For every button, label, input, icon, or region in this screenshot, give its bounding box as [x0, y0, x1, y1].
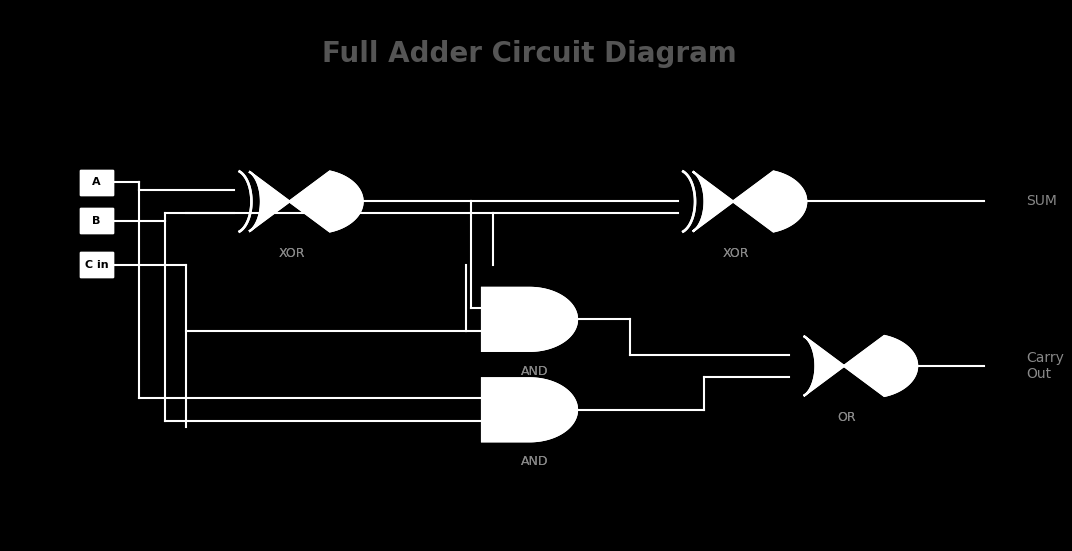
FancyBboxPatch shape	[79, 170, 114, 195]
FancyBboxPatch shape	[79, 208, 114, 233]
Text: B: B	[92, 215, 101, 226]
Polygon shape	[693, 171, 806, 231]
Text: OR: OR	[837, 411, 855, 424]
Polygon shape	[249, 171, 362, 231]
FancyBboxPatch shape	[79, 252, 114, 277]
Text: XOR: XOR	[279, 247, 306, 260]
Text: C in: C in	[85, 260, 108, 269]
Text: OR: OR	[837, 411, 855, 424]
Polygon shape	[482, 288, 577, 351]
Polygon shape	[482, 379, 577, 441]
Polygon shape	[249, 171, 362, 231]
Text: AND: AND	[521, 365, 549, 377]
Polygon shape	[693, 171, 806, 231]
Text: AND: AND	[521, 365, 549, 377]
Text: B: B	[92, 215, 101, 226]
Text: AND: AND	[521, 455, 549, 468]
Text: SUM: SUM	[1026, 195, 1057, 208]
Text: XOR: XOR	[279, 247, 306, 260]
Polygon shape	[804, 336, 918, 396]
FancyBboxPatch shape	[79, 208, 114, 233]
Text: A: A	[92, 177, 101, 187]
Text: XOR: XOR	[723, 247, 748, 260]
FancyBboxPatch shape	[79, 170, 114, 195]
Polygon shape	[482, 288, 577, 351]
Text: C in: C in	[85, 260, 108, 269]
Text: XOR: XOR	[723, 247, 748, 260]
Text: Full Adder Circuit Diagram: Full Adder Circuit Diagram	[323, 40, 736, 68]
Text: AND: AND	[521, 455, 549, 468]
Polygon shape	[804, 336, 918, 396]
Text: Carry
Out: Carry Out	[1026, 351, 1063, 381]
Polygon shape	[482, 379, 577, 441]
Text: A: A	[92, 177, 101, 187]
FancyBboxPatch shape	[79, 252, 114, 277]
